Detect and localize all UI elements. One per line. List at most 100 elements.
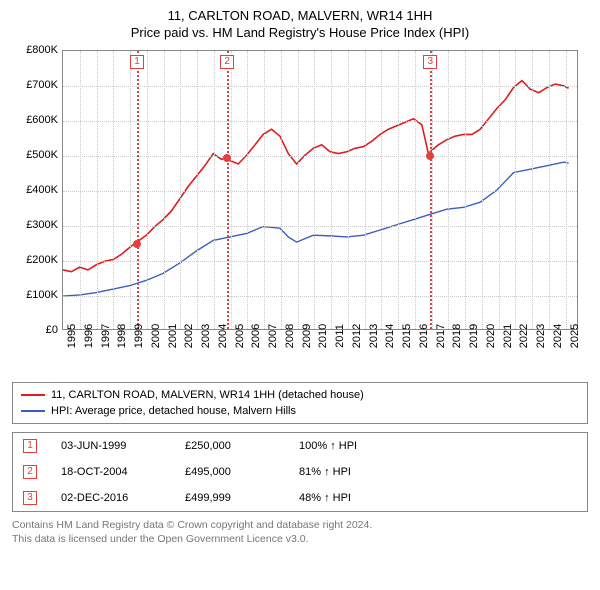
gridline-vertical <box>214 51 215 329</box>
event-price: £495,000 <box>185 466 275 478</box>
chart: 123 £0£100K£200K£300K£400K£500K£600K£700… <box>12 46 588 376</box>
gridline-vertical <box>80 51 81 329</box>
x-axis-tick-label: 2006 <box>250 324 262 348</box>
event-marker-number: 3 <box>423 55 437 69</box>
event-marker-line <box>430 51 432 329</box>
gridline-horizontal <box>63 191 577 192</box>
x-axis-tick-label: 2008 <box>284 324 296 348</box>
event-marker-dot <box>223 154 231 162</box>
x-axis-tick-label: 1999 <box>133 324 145 348</box>
gridline-vertical <box>247 51 248 329</box>
x-axis-tick-label: 2009 <box>301 324 313 348</box>
gridline-vertical <box>164 51 165 329</box>
x-axis-tick-label: 2010 <box>317 324 329 348</box>
gridline-vertical <box>113 51 114 329</box>
legend-label: HPI: Average price, detached house, Malv… <box>51 405 296 417</box>
footer-line1: Contains HM Land Registry data © Crown c… <box>12 518 588 532</box>
x-axis-tick-label: 2015 <box>401 324 413 348</box>
gridline-vertical <box>549 51 550 329</box>
gridline-vertical <box>231 51 232 329</box>
gridline-vertical <box>197 51 198 329</box>
x-axis-tick-label: 2020 <box>485 324 497 348</box>
x-axis-tick-label: 2018 <box>451 324 463 348</box>
gridline-vertical <box>147 51 148 329</box>
chart-title-line2: Price paid vs. HM Land Registry's House … <box>12 25 588 40</box>
event-price: £250,000 <box>185 440 275 452</box>
y-axis-tick-label: £0 <box>12 324 58 336</box>
footer-line2: This data is licensed under the Open Gov… <box>12 532 588 546</box>
x-axis-tick-label: 2016 <box>418 324 430 348</box>
x-axis-tick-label: 2012 <box>351 324 363 348</box>
y-axis-tick-label: £300K <box>12 219 58 231</box>
gridline-vertical <box>482 51 483 329</box>
events-table: 1 03-JUN-1999 £250,000 100% ↑ HPI 2 18-O… <box>12 432 588 512</box>
x-axis-tick-label: 2024 <box>552 324 564 348</box>
event-marker-number: 1 <box>130 55 144 69</box>
plot-area: 1 2 3 <box>62 50 578 330</box>
legend-swatch <box>21 410 45 412</box>
gridline-vertical <box>298 51 299 329</box>
legend: 11, CARLTON ROAD, MALVERN, WR14 1HH (det… <box>12 382 588 424</box>
gridline-horizontal <box>63 86 577 87</box>
gridline-vertical <box>499 51 500 329</box>
footer-attribution: Contains HM Land Registry data © Crown c… <box>12 518 588 546</box>
gridline-vertical <box>365 51 366 329</box>
x-axis-tick-label: 2025 <box>569 324 581 348</box>
gridline-horizontal <box>63 156 577 157</box>
legend-swatch <box>21 394 45 396</box>
gridline-horizontal <box>63 226 577 227</box>
x-axis-tick-label: 1996 <box>83 324 95 348</box>
gridline-vertical <box>381 51 382 329</box>
event-date: 18-OCT-2004 <box>61 466 161 478</box>
event-price: £499,999 <box>185 492 275 504</box>
gridline-vertical <box>448 51 449 329</box>
gridline-horizontal <box>63 121 577 122</box>
y-axis-tick-label: £100K <box>12 289 58 301</box>
legend-item: HPI: Average price, detached house, Malv… <box>21 403 579 419</box>
gridline-vertical <box>566 51 567 329</box>
x-axis-tick-label: 2007 <box>267 324 279 348</box>
x-axis-tick-label: 2013 <box>368 324 380 348</box>
gridline-vertical <box>180 51 181 329</box>
x-axis-tick-label: 2005 <box>234 324 246 348</box>
x-axis-tick-label: 2021 <box>502 324 514 348</box>
x-axis-tick-label: 1995 <box>66 324 78 348</box>
gridline-vertical <box>465 51 466 329</box>
series-svg <box>63 51 577 329</box>
gridline-vertical <box>348 51 349 329</box>
gridline-vertical <box>515 51 516 329</box>
gridline-vertical <box>398 51 399 329</box>
event-marker-dot <box>133 240 141 248</box>
legend-item: 11, CARLTON ROAD, MALVERN, WR14 1HH (det… <box>21 387 579 403</box>
gridline-vertical <box>264 51 265 329</box>
x-axis-tick-label: 2004 <box>217 324 229 348</box>
gridline-vertical <box>281 51 282 329</box>
x-axis-tick-label: 1997 <box>100 324 112 348</box>
event-row: 2 18-OCT-2004 £495,000 81% ↑ HPI <box>13 459 587 485</box>
y-axis-tick-label: £400K <box>12 184 58 196</box>
gridline-vertical <box>97 51 98 329</box>
event-date: 03-JUN-1999 <box>61 440 161 452</box>
gridline-vertical <box>314 51 315 329</box>
event-marker-number: 2 <box>220 55 234 69</box>
event-marker-line <box>227 51 229 329</box>
x-axis-tick-label: 2022 <box>518 324 530 348</box>
x-axis-tick-label: 2017 <box>435 324 447 348</box>
gridline-vertical <box>130 51 131 329</box>
gridline-horizontal <box>63 296 577 297</box>
event-row: 3 02-DEC-2016 £499,999 48% ↑ HPI <box>13 485 587 511</box>
y-axis-tick-label: £600K <box>12 114 58 126</box>
event-marker-dot <box>426 152 434 160</box>
gridline-vertical <box>331 51 332 329</box>
event-marker-box: 2 <box>23 465 37 479</box>
event-pct: 48% ↑ HPI <box>299 492 409 504</box>
x-axis-tick-label: 2019 <box>468 324 480 348</box>
event-pct: 100% ↑ HPI <box>299 440 409 452</box>
x-axis-tick-label: 1998 <box>116 324 128 348</box>
gridline-vertical <box>532 51 533 329</box>
chart-title-block: 11, CARLTON ROAD, MALVERN, WR14 1HH Pric… <box>12 8 588 40</box>
y-axis-tick-label: £200K <box>12 254 58 266</box>
y-axis-tick-label: £800K <box>12 44 58 56</box>
legend-label: 11, CARLTON ROAD, MALVERN, WR14 1HH (det… <box>51 389 364 401</box>
x-axis-tick-label: 2014 <box>384 324 396 348</box>
